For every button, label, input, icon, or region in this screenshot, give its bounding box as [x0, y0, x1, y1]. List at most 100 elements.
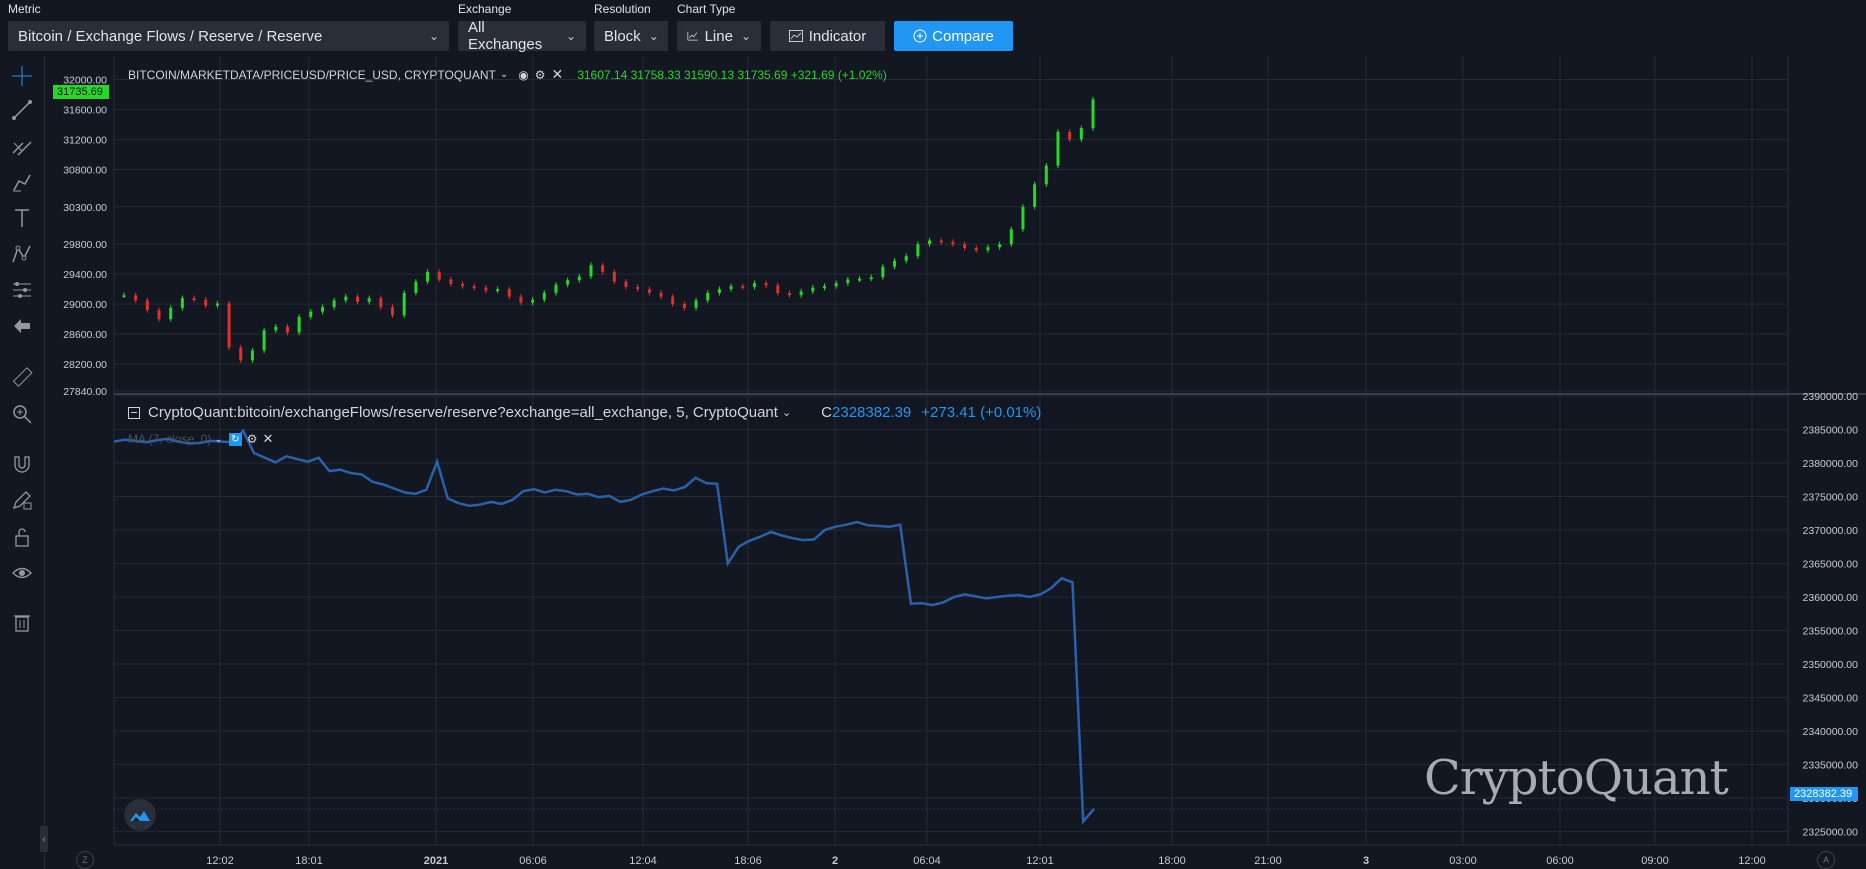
- candle-body: [391, 307, 395, 316]
- tradingview-logo-button[interactable]: [124, 799, 156, 831]
- metric-select[interactable]: Bitcoin / Exchange Flows / Reserve / Res…: [8, 21, 449, 51]
- eye-tool[interactable]: [8, 559, 36, 587]
- lock-tool[interactable]: [8, 523, 36, 551]
- candle-body: [998, 244, 1002, 248]
- chevron-down-icon: ⌄: [428, 29, 439, 43]
- candle-body: [320, 307, 324, 312]
- candle-body: [928, 240, 932, 245]
- candle-body: [414, 281, 418, 293]
- ruler-icon: [12, 367, 33, 387]
- chevron-down-icon[interactable]: ⌄: [781, 407, 792, 419]
- x-tick-label: 03:00: [1449, 855, 1477, 867]
- refresh-icon[interactable]: ↻: [228, 432, 242, 446]
- x-tick-label: 06:06: [519, 855, 547, 867]
- candle-body: [741, 286, 745, 289]
- reserve-symbol[interactable]: CryptoQuant:bitcoin/exchangeFlows/reserv…: [148, 404, 778, 421]
- trend-line-tool[interactable]: [8, 96, 36, 124]
- exchange-select[interactable]: All Exchanges ⌄: [458, 19, 586, 53]
- candle-body: [122, 295, 126, 298]
- candle-body: [729, 286, 733, 290]
- trash-icon: [14, 615, 30, 632]
- x-tick-label: 09:00: [1641, 855, 1669, 867]
- y-tick-label: 2355000.00: [1803, 626, 1859, 638]
- lock-draw-tool[interactable]: [8, 486, 36, 514]
- close-icon[interactable]: ✕: [262, 431, 274, 446]
- text-tool[interactable]: [8, 204, 36, 232]
- y-tick-label: 2390000.00: [1803, 391, 1859, 403]
- candle-body: [1068, 131, 1072, 140]
- candle-body: [706, 292, 710, 301]
- indicator-button[interactable]: Indicator: [770, 21, 885, 51]
- collapse-toolbar-button[interactable]: ‹: [40, 826, 48, 852]
- zoom-icon: [13, 405, 32, 424]
- trash-tool[interactable]: [8, 608, 36, 636]
- candle-body: [822, 286, 826, 289]
- candle-body: [344, 296, 348, 301]
- zoom-tool[interactable]: [8, 400, 36, 428]
- cryptoquant-watermark: CryptoQuant: [1424, 750, 1729, 806]
- x-tick-label: 18:00: [1158, 855, 1186, 867]
- candle-body: [1033, 184, 1037, 207]
- y-tick-label: 2360000.00: [1803, 592, 1859, 604]
- y-tick-label: 2350000.00: [1803, 659, 1859, 671]
- y-tick-label: 29800.00: [63, 239, 107, 251]
- y-tick-label: 31600.00: [63, 104, 107, 116]
- candle-body: [776, 285, 780, 293]
- visibility-icon[interactable]: ◉: [518, 67, 529, 82]
- candle-body: [671, 296, 675, 305]
- fib-icon: [12, 141, 32, 156]
- candle-body: [811, 287, 815, 292]
- crosshair-tool[interactable]: [8, 62, 36, 90]
- ruler-tool[interactable]: [8, 363, 36, 391]
- resolution-select[interactable]: Block ⌄: [594, 21, 668, 51]
- candle-body: [519, 296, 523, 303]
- candle-body: [904, 256, 908, 261]
- chevron-down-icon[interactable]: ⌄: [214, 433, 223, 445]
- candle-body: [274, 326, 278, 331]
- y-tick-label: 2345000.00: [1803, 693, 1859, 705]
- metric-label: Metric: [8, 2, 41, 16]
- candle-body: [659, 292, 663, 297]
- ma-label[interactable]: MA (7, close, 0): [128, 432, 212, 446]
- close-icon[interactable]: ✕: [551, 66, 564, 82]
- candle-body: [367, 298, 371, 302]
- chevron-down-icon: ⌄: [648, 29, 659, 43]
- collapse-pane-icon[interactable]: [128, 406, 140, 419]
- gear-icon[interactable]: ⚙: [246, 432, 258, 446]
- candle-body: [402, 292, 406, 316]
- candle-body: [869, 277, 873, 280]
- brush-tool[interactable]: [8, 168, 36, 196]
- resolution-select-value: Block: [604, 27, 641, 45]
- metric-select-value: Bitcoin / Exchange Flows / Reserve / Res…: [18, 27, 323, 45]
- back-arrow-tool[interactable]: [8, 312, 36, 340]
- chevron-down-icon[interactable]: ⌄: [499, 69, 509, 80]
- charttype-select-value: Line: [704, 27, 733, 45]
- magnet-tool[interactable]: [8, 450, 36, 478]
- compare-button-label: Compare: [932, 27, 994, 45]
- reserve-series-line: [113, 428, 1095, 825]
- candle-body: [647, 289, 651, 293]
- charttype-select[interactable]: Line ⌄: [677, 21, 761, 51]
- pattern-tool[interactable]: [8, 240, 36, 268]
- auto-scale-button[interactable]: A: [1817, 851, 1835, 869]
- price-symbol[interactable]: BITCOIN/MARKETDATA/PRICEUSD/PRICE_USD, C…: [128, 67, 496, 82]
- candle-body: [682, 304, 686, 308]
- candle-body: [939, 240, 943, 243]
- zoom-reset-button[interactable]: Z: [76, 851, 94, 869]
- candle-body: [239, 347, 243, 361]
- measure-tool[interactable]: [8, 276, 36, 304]
- indicator-button-label: Indicator: [808, 27, 867, 45]
- candle-body: [1079, 128, 1083, 140]
- candle-body: [1009, 229, 1013, 245]
- candle-body: [215, 303, 219, 306]
- fib-tool[interactable]: [8, 132, 36, 160]
- candle-body: [332, 300, 336, 308]
- candle-body: [169, 307, 173, 320]
- compare-button[interactable]: Compare: [894, 21, 1013, 51]
- gear-icon[interactable]: ⚙: [534, 67, 546, 82]
- candle-body: [496, 289, 500, 292]
- drawing-toolbar: ‹: [0, 56, 48, 869]
- x-tick-label: 21:00: [1254, 855, 1282, 867]
- y-tick-label: 28600.00: [63, 329, 107, 341]
